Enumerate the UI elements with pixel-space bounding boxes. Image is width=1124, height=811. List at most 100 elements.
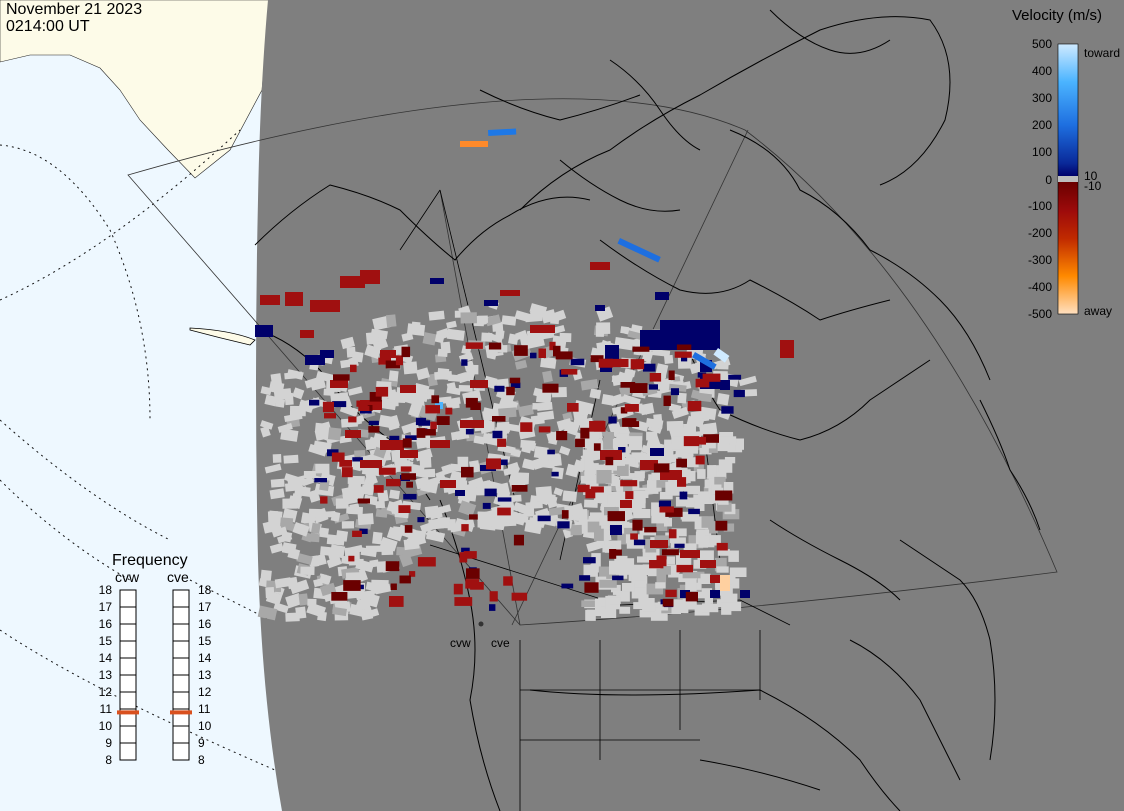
toward-velocity-cell [720,380,730,390]
away-velocity-cell [520,422,533,432]
toward-velocity-cell [461,359,468,366]
scatter-cell [631,452,644,463]
scatter-cell [608,421,622,434]
away-velocity-cell [695,455,705,465]
away-velocity-cell [511,485,528,492]
scatter-cell [388,391,406,404]
away-velocity-cell [453,583,463,595]
scatter-cell [681,457,699,468]
scatter-cell [296,553,313,565]
away-velocity-cell [465,579,480,589]
scatter-cell [589,388,602,400]
scatter-cell [458,385,473,392]
scatter-cell [375,508,388,518]
scatter-cell [645,546,657,553]
time-label: 0214:00 UT [6,18,90,35]
scatter-cell [411,321,421,333]
away-velocity-cell [310,300,340,312]
scatter-cell [348,486,365,499]
scatter-cell [697,550,714,561]
frequency-title: Frequency [112,552,188,569]
away-velocity-cell [620,407,628,414]
scatter-cell [701,441,716,449]
away-velocity-cell [561,369,578,375]
scatter-cell [671,528,687,537]
scatter-cell [355,559,375,573]
scatter-cell [630,490,649,498]
velocity-tick-label: -400 [1028,280,1052,294]
frequency-tick-left: 10 [99,719,113,733]
toward-velocity-cell [510,382,521,388]
away-velocity-cell [352,530,362,537]
scatter-cell [292,522,310,537]
away-velocity-cell [590,262,610,270]
scatter-cell [277,533,293,544]
scatter-cell [365,331,379,345]
away-velocity-cell [340,276,365,288]
scatter-cell [581,600,595,607]
scatter-cell [375,500,386,509]
scatter-cell [420,520,439,534]
toward-velocity-cell [740,590,750,598]
scatter-cell [594,528,604,541]
scatter-cell [286,369,304,380]
scatter-cell [603,438,614,450]
scatter-cell [425,476,441,488]
scatter-cell [379,536,398,552]
scatter-cell [326,556,342,569]
scatter-cell [719,432,734,441]
away-velocity-cell [395,355,403,366]
toward-velocity-cell [692,352,717,370]
away-velocity-cell [685,591,698,602]
away-velocity-cell [401,473,416,480]
away-velocity-layer [260,141,794,607]
scatter-cell [592,464,608,475]
frequency-column-cve: cve [167,569,189,585]
away-velocity-cell [632,346,650,352]
toward-velocity-cell [612,575,624,581]
away-velocity-cell [622,418,637,427]
scatter-cell [525,501,543,510]
away-velocity-cell [575,438,585,448]
scatter-cell [601,606,617,619]
scatter-cell [651,510,669,524]
toward-velocity-cell [655,292,669,300]
scatter-cell [619,606,631,614]
away-velocity-cell [702,373,721,382]
scatter-cell [274,577,292,589]
scatter-cell [711,484,722,495]
radar-site-marker [478,621,484,627]
away-velocity-cell [668,370,675,380]
away-velocity-cell [509,377,521,384]
scatter-cell [596,322,611,334]
scatter-cell [525,336,545,349]
scatter-cell [498,407,517,419]
scatter-cell [591,553,601,567]
away-velocity-cell [659,506,674,513]
toward-velocity-cell [494,385,505,392]
away-velocity-cell [683,436,700,447]
scatter-cell [354,450,366,457]
scatter-cell [257,605,278,621]
scatter-cell [738,375,757,387]
scatter-cell [568,502,584,516]
velocity-tick-label: -300 [1028,253,1052,267]
toward-velocity-cell [605,345,619,361]
scatter-cell [697,469,706,479]
scatter-cell [640,402,655,416]
scatter-cell [437,517,450,529]
toward-velocity-cell [537,515,551,522]
away-velocity-cell [348,555,355,562]
away-velocity-cell [542,383,559,393]
scatter-cell [386,416,400,431]
scatter-cell [696,529,710,536]
toward-velocity-cell [417,517,425,523]
scatter-cell [656,521,668,531]
scatter-cell [693,559,707,569]
away-velocity-cell [390,583,397,590]
frequency-tick-right: 17 [198,600,212,614]
away-velocity-cell [687,401,702,412]
scatter-cell [685,578,697,592]
scatter-cell [512,501,533,516]
